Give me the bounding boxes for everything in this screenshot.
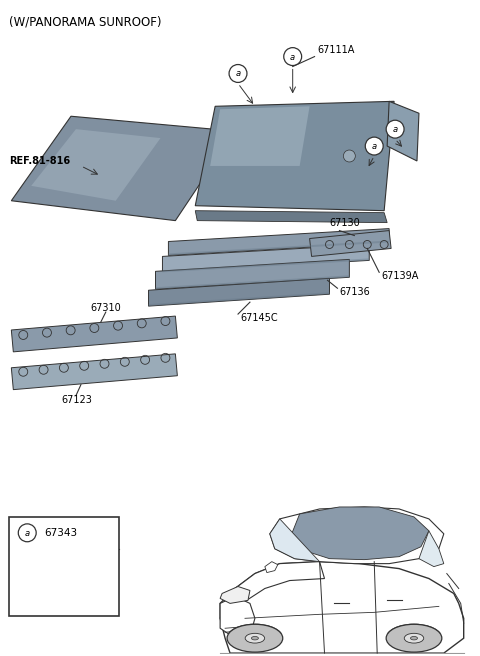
Text: 67123: 67123	[61, 394, 92, 405]
Circle shape	[386, 120, 404, 138]
Polygon shape	[195, 101, 394, 211]
Polygon shape	[265, 562, 278, 573]
Polygon shape	[220, 562, 464, 653]
Circle shape	[365, 137, 383, 155]
Polygon shape	[148, 292, 329, 306]
Polygon shape	[156, 259, 349, 289]
Polygon shape	[387, 101, 419, 161]
Text: 67343: 67343	[44, 528, 77, 538]
Polygon shape	[148, 278, 329, 306]
Text: a: a	[393, 125, 397, 134]
Ellipse shape	[410, 636, 418, 640]
Circle shape	[343, 150, 355, 162]
Text: 67310: 67310	[91, 303, 121, 313]
Polygon shape	[220, 596, 255, 638]
Polygon shape	[292, 507, 429, 560]
Text: (W/PANORAMA SUNROOF): (W/PANORAMA SUNROOF)	[9, 16, 162, 29]
Text: REF.81-816: REF.81-816	[9, 156, 71, 166]
Text: a: a	[372, 142, 377, 151]
Text: 67136: 67136	[339, 287, 370, 297]
Polygon shape	[31, 129, 160, 201]
Text: 67145C: 67145C	[240, 313, 277, 323]
Polygon shape	[270, 507, 444, 564]
Polygon shape	[12, 316, 178, 352]
Circle shape	[284, 48, 301, 66]
Text: a: a	[24, 529, 30, 538]
Ellipse shape	[227, 625, 283, 652]
Text: 67139A: 67139A	[381, 272, 419, 281]
Polygon shape	[419, 531, 444, 567]
Polygon shape	[195, 211, 387, 222]
Text: 67111A: 67111A	[318, 45, 355, 54]
Polygon shape	[220, 562, 324, 619]
Ellipse shape	[252, 636, 258, 640]
Polygon shape	[156, 276, 349, 289]
Polygon shape	[210, 106, 310, 166]
FancyBboxPatch shape	[9, 517, 119, 617]
Text: a: a	[290, 52, 295, 62]
Text: 67130: 67130	[329, 218, 360, 228]
Polygon shape	[162, 258, 369, 272]
Text: a: a	[236, 70, 240, 79]
Polygon shape	[270, 519, 320, 562]
Ellipse shape	[404, 633, 424, 643]
Ellipse shape	[245, 633, 264, 643]
Polygon shape	[168, 228, 389, 255]
Circle shape	[18, 524, 36, 542]
Circle shape	[229, 64, 247, 83]
Polygon shape	[12, 116, 235, 220]
Polygon shape	[310, 230, 391, 256]
Polygon shape	[162, 245, 369, 272]
Polygon shape	[12, 354, 178, 390]
Ellipse shape	[386, 625, 442, 652]
Polygon shape	[168, 241, 389, 255]
Polygon shape	[220, 586, 250, 604]
